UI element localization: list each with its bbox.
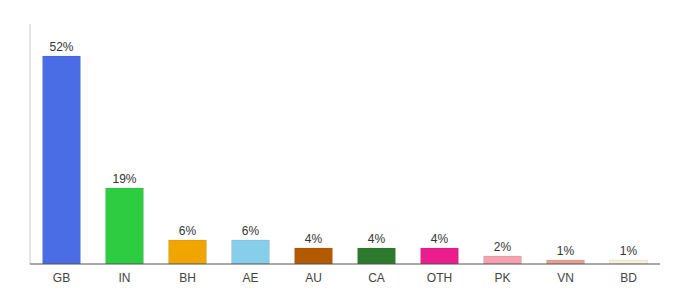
bar — [43, 56, 81, 264]
x-tick-label: IN — [119, 271, 131, 285]
x-tick-label: CA — [368, 271, 385, 285]
bar — [547, 260, 585, 264]
x-tick-label: BD — [620, 271, 637, 285]
bar — [232, 240, 270, 264]
x-tick-label: VN — [557, 271, 574, 285]
data-label: 4% — [368, 232, 386, 246]
data-label: 52% — [49, 40, 73, 54]
bars — [43, 56, 648, 264]
data-label: 6% — [179, 224, 197, 238]
x-tick-label: PK — [494, 271, 510, 285]
x-tick-label: AU — [305, 271, 322, 285]
data-label: 1% — [557, 244, 575, 258]
data-label: 6% — [242, 224, 260, 238]
chart-svg: 52% 19% 6% 6% 4% 4% 4% 2% 1% 1% GB IN BH AE AU CA OTH PK V… — [0, 0, 680, 300]
bar — [421, 248, 459, 264]
x-axis-line — [30, 264, 660, 265]
x-tick-label: AE — [242, 271, 258, 285]
x-tick-label: GB — [53, 271, 70, 285]
bar — [169, 240, 207, 264]
data-label: 4% — [305, 232, 323, 246]
x-tick-label: BH — [179, 271, 196, 285]
bar — [610, 260, 648, 264]
chart-container: 52% 19% 6% 6% 4% 4% 4% 2% 1% 1% GB IN BH AE AU CA OTH PK V… — [0, 0, 680, 300]
data-label: 4% — [431, 232, 449, 246]
bar — [295, 248, 333, 264]
x-tick-label: OTH — [427, 271, 452, 285]
bar — [358, 248, 396, 264]
bar — [106, 188, 144, 264]
data-label: 2% — [494, 240, 512, 254]
data-label: 1% — [620, 244, 638, 258]
data-label: 19% — [112, 172, 136, 186]
bar — [484, 256, 522, 264]
y-axis-line — [30, 24, 31, 264]
